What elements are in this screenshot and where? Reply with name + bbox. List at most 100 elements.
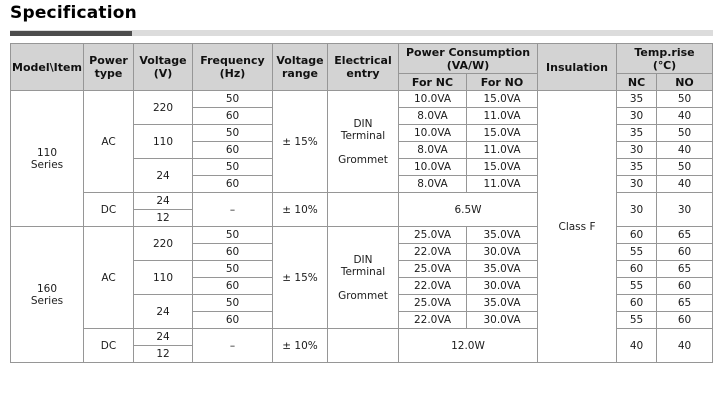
cell-electrical-entry-dc: [327, 328, 399, 363]
cell-consumption-nc: 25.0VA: [398, 260, 467, 278]
cell-voltage-220: 220: [133, 90, 193, 125]
cell-temp-no: 50: [655, 124, 714, 142]
table-row: 12: [11, 345, 713, 363]
header-power-type: Power type: [83, 43, 134, 91]
specification-table: Model\Item Power type Voltage (V) Freque…: [10, 43, 714, 363]
header-frequency: Frequency (Hz): [192, 43, 273, 91]
cell-consumption-no: 35.0VA: [466, 294, 538, 312]
cell-temp-nc: 55: [616, 311, 657, 329]
table-row: DC 24 – ± 10% 6.5W 30 30: [11, 192, 714, 227]
table-row: 60 8.0VA 11.0VA 30 40: [11, 175, 714, 193]
cell-voltage-dc-12: 12: [133, 209, 193, 227]
header-for-nc: For NC: [398, 73, 467, 91]
header-power-consumption: Power Consumption (VA/W): [398, 43, 538, 74]
cell-temp-nc: 55: [616, 277, 657, 295]
cell-consumption-nc: 10.0VA: [398, 90, 467, 108]
table-row: DC 24 – ± 10% 12.0W 40 40: [11, 328, 714, 363]
table-row: 110 50 25.0VA 35.0VA 60 65: [11, 260, 714, 295]
cell-voltage-range-ac: ± 15%: [272, 226, 328, 329]
cell-consumption-dc: 12.0W: [398, 328, 538, 363]
cell-consumption-nc: 22.0VA: [398, 243, 467, 261]
cell-consumption-no: 15.0VA: [466, 90, 538, 108]
cell-consumption-dc: 6.5W: [398, 192, 538, 227]
cell-temp-no-dc: 40: [655, 328, 714, 363]
header-voltage-range: Voltage range: [272, 43, 328, 91]
cell-temp-no: 50: [655, 90, 714, 108]
table-row: 110 Series AC 220 50 ± 15% DIN Terminal …: [10, 90, 714, 363]
cell-voltage-dc-12: 12: [133, 345, 193, 363]
header-temp-no: NO: [655, 73, 714, 91]
cell-consumption-no: 35.0VA: [466, 226, 538, 244]
cell-electrical-entry-ac: DIN Terminal Grommet: [327, 90, 399, 193]
cell-frequency: 60: [192, 141, 273, 159]
header-insulation: Insulation: [537, 43, 617, 91]
cell-temp-nc: 35: [616, 124, 657, 142]
cell-temp-nc: 30: [616, 107, 657, 125]
cell-power-type-dc: DC: [83, 192, 134, 227]
cell-temp-nc-dc: 30: [616, 192, 657, 227]
cell-frequency: 50: [192, 260, 273, 278]
cell-temp-no: 65: [655, 226, 714, 244]
cell-temp-no: 65: [655, 260, 714, 278]
title-underline-dark-segment: [10, 31, 132, 36]
cell-voltage-dc-24: 24: [133, 328, 193, 346]
header-temp-rise: Temp.rise (℃): [615, 43, 714, 74]
cell-temp-nc: 30: [616, 141, 657, 159]
cell-model-110: 110 Series: [10, 90, 84, 227]
cell-voltage-range-dc: ± 10%: [272, 192, 328, 227]
cell-consumption-no: 30.0VA: [466, 243, 538, 261]
cell-consumption-nc: 8.0VA: [398, 175, 467, 193]
cell-consumption-no: 35.0VA: [466, 260, 538, 278]
header-electrical-entry: Electrical entry: [327, 43, 399, 91]
cell-voltage-range-dc: ± 10%: [272, 328, 328, 363]
cell-voltage-range-ac: ± 15%: [272, 90, 328, 193]
header-model-item: Model\Item: [10, 43, 84, 91]
cell-temp-no: 50: [655, 158, 714, 176]
table-header: Model\Item Power type Voltage (V) Freque…: [10, 43, 714, 91]
table-body: 110 Series AC 220 50 ± 15% DIN Terminal …: [10, 90, 714, 363]
cell-voltage-220: 220: [133, 226, 193, 261]
cell-temp-no: 40: [655, 107, 714, 125]
cell-frequency: 50: [192, 124, 273, 142]
cell-voltage-dc-24: 24: [133, 192, 193, 210]
cell-frequency: 60: [192, 107, 273, 125]
cell-consumption-nc: 8.0VA: [398, 107, 467, 125]
cell-temp-nc: 35: [616, 158, 657, 176]
page-title: Specification: [10, 3, 137, 23]
cell-frequency: 60: [192, 243, 273, 261]
header-voltage: Voltage (V): [133, 43, 193, 91]
cell-electrical-entry-ac: DIN Terminal Grommet: [327, 226, 399, 329]
cell-consumption-no: 15.0VA: [466, 158, 538, 176]
cell-consumption-nc: 22.0VA: [398, 311, 467, 329]
cell-consumption-nc: 25.0VA: [398, 226, 467, 244]
cell-temp-nc-dc: 40: [616, 328, 657, 363]
cell-temp-nc: 60: [616, 260, 657, 278]
cell-temp-nc: 60: [616, 226, 657, 244]
header-temp-nc: NC: [616, 73, 657, 91]
cell-temp-nc: 35: [616, 90, 657, 108]
cell-temp-no: 40: [655, 175, 714, 193]
cell-temp-no: 40: [655, 141, 714, 159]
cell-frequency: 50: [192, 226, 273, 244]
cell-frequency: 60: [192, 311, 273, 329]
cell-frequency: 50: [192, 158, 273, 176]
table-row: 12: [11, 209, 713, 227]
title-underline: [10, 30, 713, 36]
cell-temp-nc: 55: [616, 243, 657, 261]
cell-consumption-no: 11.0VA: [466, 107, 538, 125]
cell-consumption-no: 30.0VA: [466, 311, 538, 329]
cell-model-160: 160 Series: [10, 226, 84, 363]
table-row: 60 8.0VA 11.0VA 30 40: [11, 107, 714, 125]
cell-temp-no: 65: [655, 294, 714, 312]
cell-consumption-no: 30.0VA: [466, 277, 538, 295]
cell-frequency: 60: [192, 175, 273, 193]
cell-temp-nc: 60: [616, 294, 657, 312]
cell-consumption-nc: 25.0VA: [398, 294, 467, 312]
cell-temp-no: 60: [655, 243, 714, 261]
cell-consumption-no: 15.0VA: [466, 124, 538, 142]
cell-power-type-ac: AC: [83, 90, 134, 193]
cell-electrical-entry-dc: [327, 192, 399, 227]
cell-frequency: 50: [192, 294, 273, 312]
cell-frequency: 60: [192, 277, 273, 295]
cell-frequency-dc: –: [192, 192, 273, 227]
